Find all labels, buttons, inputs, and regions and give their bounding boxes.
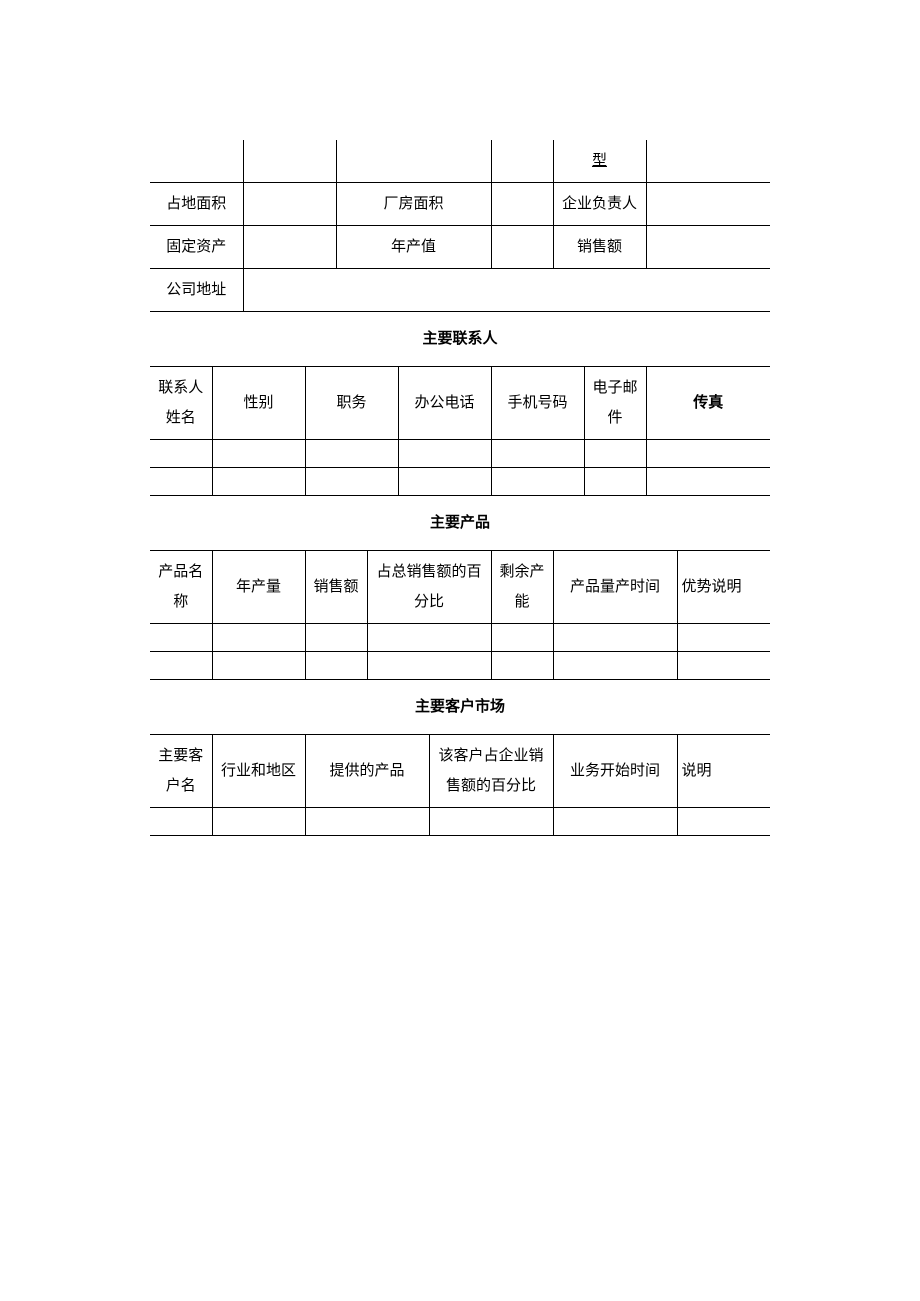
label-sales: 销售额 <box>553 226 646 269</box>
row-products-headers: 产品名称 年产量 销售额 占总销售额的百分比 剩余产能 产品量产时间 优势说明 <box>150 551 770 624</box>
cell <box>429 808 553 836</box>
cell <box>677 652 770 680</box>
cell <box>553 624 677 652</box>
col-contact-gender: 性别 <box>212 367 305 440</box>
cell <box>584 440 646 468</box>
cell <box>584 468 646 496</box>
col-product-name: 产品名称 <box>150 551 212 624</box>
supplier-form-table: 型 占地面积 厂房面积 企业负责人 固定资产 年产值 销售额 公司地址 主要联系… <box>150 140 770 836</box>
cell-empty <box>336 140 491 183</box>
label-address: 公司地址 <box>150 269 243 312</box>
cell <box>150 652 212 680</box>
col-contact-name: 联系人姓名 <box>150 367 212 440</box>
cell <box>150 624 212 652</box>
section-customers-header: 主要客户市场 <box>150 680 770 735</box>
cell <box>305 808 429 836</box>
cell <box>212 808 305 836</box>
cell <box>367 624 491 652</box>
row-contacts-data-1 <box>150 440 770 468</box>
col-customer-industry-region: 行业和地区 <box>212 735 305 808</box>
row-customers-headers: 主要客户名 行业和地区 提供的产品 该客户占企业销售额的百分比 业务开始时间 说… <box>150 735 770 808</box>
row-partial-xing: 型 <box>150 140 770 183</box>
cell <box>677 624 770 652</box>
cell <box>491 440 584 468</box>
col-contact-office-phone: 办公电话 <box>398 367 491 440</box>
value-person-in-charge <box>646 183 770 226</box>
cell <box>150 440 212 468</box>
row-customers-data-1 <box>150 808 770 836</box>
row-address: 公司地址 <box>150 269 770 312</box>
row-area: 占地面积 厂房面积 企业负责人 <box>150 183 770 226</box>
cell <box>677 808 770 836</box>
cell <box>305 440 398 468</box>
value-plant-area <box>491 183 553 226</box>
col-contact-mobile: 手机号码 <box>491 367 584 440</box>
row-contacts-headers: 联系人姓名 性别 职务 办公电话 手机号码 电子邮件 传真 <box>150 367 770 440</box>
col-contact-fax: 传真 <box>646 367 770 440</box>
row-products-data-1 <box>150 624 770 652</box>
cell <box>305 652 367 680</box>
col-product-sales-pct: 占总销售额的百分比 <box>367 551 491 624</box>
cell-empty <box>491 140 553 183</box>
value-address <box>243 269 770 312</box>
col-customer-products-offered: 提供的产品 <box>305 735 429 808</box>
cell <box>150 808 212 836</box>
label-plant-area: 厂房面积 <box>336 183 491 226</box>
col-contact-email: 电子邮件 <box>584 367 646 440</box>
cell <box>553 808 677 836</box>
col-customer-name: 主要客户名 <box>150 735 212 808</box>
section-products-header: 主要产品 <box>150 496 770 551</box>
cell <box>212 468 305 496</box>
label-person-in-charge: 企业负责人 <box>553 183 646 226</box>
cell <box>646 440 770 468</box>
contacts-header: 主要联系人 <box>150 312 770 367</box>
value-fixed-assets <box>243 226 336 269</box>
customers-header: 主要客户市场 <box>150 680 770 735</box>
cell <box>646 468 770 496</box>
cell <box>491 468 584 496</box>
cell <box>491 624 553 652</box>
cell <box>212 652 305 680</box>
col-product-advantage: 优势说明 <box>677 551 770 624</box>
value-annual-output <box>491 226 553 269</box>
cell <box>367 652 491 680</box>
cell <box>212 624 305 652</box>
label-xing: 型 <box>592 153 607 169</box>
col-contact-title: 职务 <box>305 367 398 440</box>
row-finance: 固定资产 年产值 销售额 <box>150 226 770 269</box>
col-product-annual-output: 年产量 <box>212 551 305 624</box>
cell-xing: 型 <box>553 140 646 183</box>
col-customer-notes: 说明 <box>677 735 770 808</box>
cell <box>305 624 367 652</box>
cell <box>398 440 491 468</box>
products-header: 主要产品 <box>150 496 770 551</box>
cell <box>305 468 398 496</box>
col-product-sales: 销售额 <box>305 551 367 624</box>
cell <box>553 652 677 680</box>
col-product-remaining-capacity: 剩余产能 <box>491 551 553 624</box>
value-land-area <box>243 183 336 226</box>
label-fixed-assets: 固定资产 <box>150 226 243 269</box>
value-sales <box>646 226 770 269</box>
cell-empty <box>243 140 336 183</box>
row-products-data-2 <box>150 652 770 680</box>
col-product-mass-prod-time: 产品量产时间 <box>553 551 677 624</box>
section-contacts-header: 主要联系人 <box>150 312 770 367</box>
row-contacts-data-2 <box>150 468 770 496</box>
cell <box>212 440 305 468</box>
label-land-area: 占地面积 <box>150 183 243 226</box>
col-customer-sales-pct: 该客户占企业销售额的百分比 <box>429 735 553 808</box>
cell <box>150 468 212 496</box>
cell-empty <box>646 140 770 183</box>
label-annual-output: 年产值 <box>336 226 491 269</box>
cell <box>491 652 553 680</box>
cell <box>398 468 491 496</box>
cell-empty <box>150 140 243 183</box>
col-customer-start-time: 业务开始时间 <box>553 735 677 808</box>
